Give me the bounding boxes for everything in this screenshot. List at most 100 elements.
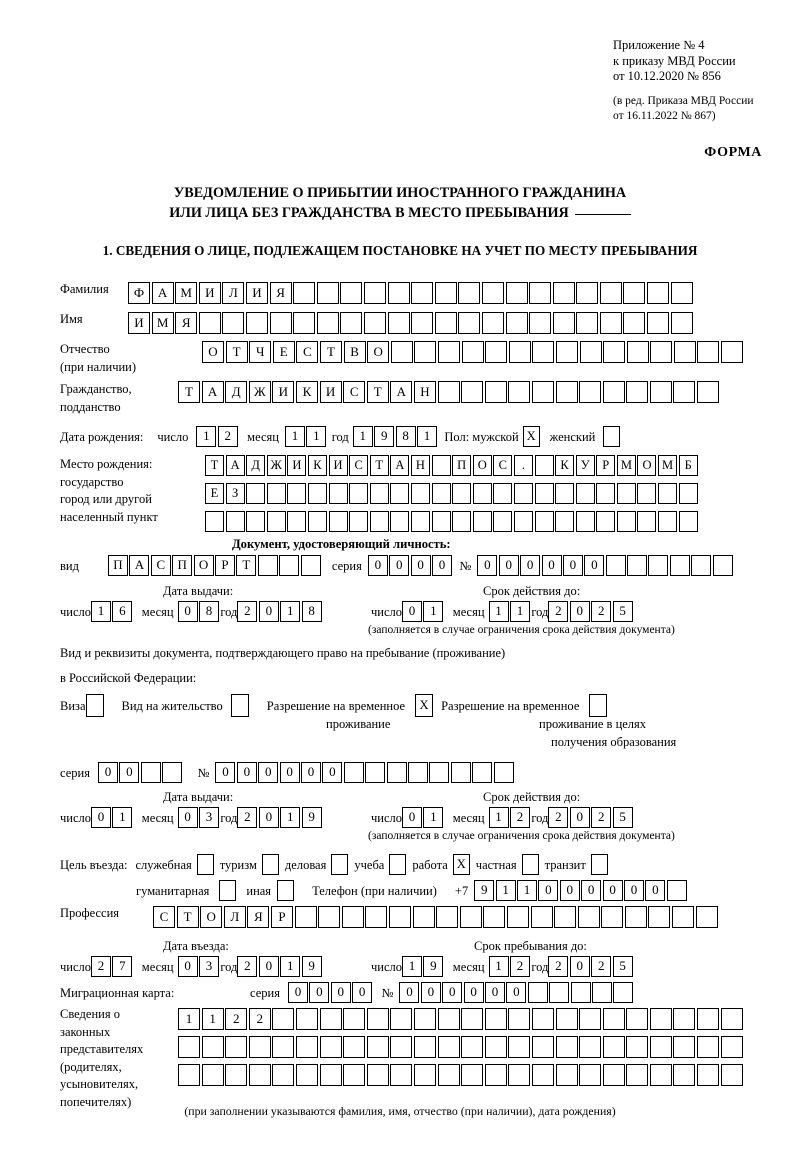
input-cell[interactable] [508, 1064, 531, 1086]
input-cell[interactable]: 1 [416, 426, 437, 447]
input-cell[interactable] [279, 555, 300, 576]
input-cell[interactable]: Т [205, 455, 224, 476]
input-cell[interactable]: 9 [474, 880, 495, 901]
input-cell[interactable]: 1 [196, 426, 217, 447]
input-cell[interactable] [670, 282, 693, 304]
input-cell[interactable] [579, 1008, 602, 1030]
input-cell[interactable]: Я [269, 282, 292, 304]
input-cell[interactable] [246, 511, 266, 532]
sex-male-checkbox[interactable]: Х [522, 426, 540, 447]
representatives-row-3-cells[interactable] [178, 1064, 744, 1086]
input-cell[interactable]: 0 [541, 555, 562, 576]
input-cell[interactable] [697, 1036, 720, 1058]
input-cell[interactable]: 5 [612, 956, 633, 977]
input-cell[interactable]: 0 [559, 880, 580, 901]
input-cell[interactable] [534, 455, 554, 476]
input-cell[interactable]: 1 [306, 426, 327, 447]
input-cell[interactable]: 1 [280, 807, 301, 828]
input-cell[interactable] [605, 555, 626, 576]
input-cell[interactable] [295, 1036, 318, 1058]
purpose-option-checkbox[interactable] [331, 854, 349, 875]
input-cell[interactable]: Я [247, 906, 270, 928]
input-cell[interactable] [691, 555, 712, 576]
input-cell[interactable] [670, 312, 693, 334]
input-cell[interactable] [365, 906, 388, 928]
input-cell[interactable] [513, 511, 533, 532]
input-cell[interactable] [272, 1008, 295, 1030]
input-cell[interactable] [287, 483, 307, 504]
input-cell[interactable] [603, 341, 626, 363]
input-cell[interactable]: 1 [178, 1008, 200, 1030]
input-cell[interactable] [484, 1008, 507, 1030]
input-cell[interactable] [532, 341, 555, 363]
input-cell[interactable] [246, 483, 266, 504]
input-cell[interactable] [591, 982, 612, 1003]
input-cell[interactable] [431, 455, 451, 476]
input-cell[interactable] [295, 1064, 318, 1086]
input-cell[interactable]: 0 [258, 807, 279, 828]
input-cell[interactable] [481, 282, 504, 304]
input-cell[interactable] [647, 312, 670, 334]
input-cell[interactable]: С [493, 455, 513, 476]
input-cell[interactable] [452, 511, 472, 532]
input-cell[interactable] [390, 1008, 413, 1030]
input-cell[interactable] [575, 511, 595, 532]
input-cell[interactable]: Р [214, 555, 235, 576]
input-cell[interactable] [257, 555, 278, 576]
input-cell[interactable] [647, 282, 670, 304]
input-cell[interactable] [287, 511, 307, 532]
input-cell[interactable] [178, 1036, 200, 1058]
input-cell[interactable] [436, 906, 459, 928]
input-cell[interactable] [626, 1036, 649, 1058]
input-cell[interactable]: 5 [612, 807, 633, 828]
input-cell[interactable]: С [296, 341, 319, 363]
input-cell[interactable]: О [472, 455, 492, 476]
input-cell[interactable]: К [295, 381, 318, 403]
input-cell[interactable] [295, 1008, 318, 1030]
input-cell[interactable]: 0 [352, 982, 373, 1003]
input-cell[interactable] [472, 483, 492, 504]
input-cell[interactable]: 1 [509, 601, 530, 622]
input-cell[interactable] [626, 341, 649, 363]
input-cell[interactable]: 9 [374, 426, 395, 447]
input-cell[interactable] [390, 511, 410, 532]
input-cell[interactable] [602, 1008, 625, 1030]
input-cell[interactable] [579, 1064, 602, 1086]
input-cell[interactable] [366, 1036, 389, 1058]
input-cell[interactable] [493, 762, 514, 783]
input-cell[interactable]: О [202, 341, 224, 363]
input-cell[interactable] [343, 1064, 366, 1086]
input-cell[interactable] [506, 906, 529, 928]
sex-female-checkbox[interactable] [603, 426, 621, 447]
input-cell[interactable]: И [328, 455, 348, 476]
input-cell[interactable]: К [307, 455, 327, 476]
input-cell[interactable]: 2 [509, 956, 530, 977]
input-cell[interactable] [248, 1036, 271, 1058]
input-cell[interactable] [649, 381, 672, 403]
input-cell[interactable] [531, 1008, 554, 1030]
input-cell[interactable]: И [287, 455, 307, 476]
input-cell[interactable] [529, 312, 552, 334]
input-cell[interactable] [613, 982, 634, 1003]
input-cell[interactable]: 0 [538, 880, 559, 901]
input-cell[interactable] [140, 762, 161, 783]
input-cell[interactable] [307, 511, 327, 532]
input-cell[interactable]: А [390, 381, 413, 403]
input-cell[interactable] [493, 483, 513, 504]
input-cell[interactable]: 0 [520, 555, 541, 576]
input-cell[interactable]: А [151, 282, 174, 304]
input-cell[interactable] [697, 381, 720, 403]
input-cell[interactable]: Е [205, 483, 224, 504]
input-cell[interactable] [575, 483, 595, 504]
input-cell[interactable] [649, 1008, 672, 1030]
